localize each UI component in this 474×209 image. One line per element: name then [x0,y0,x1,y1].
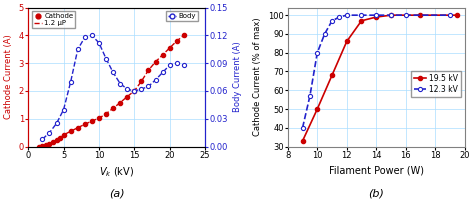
19.5 kV [359,20,365,22]
Y-axis label: Body Current (A): Body Current (A) [233,42,242,112]
Text: (b): (b) [368,188,384,198]
12.3 kV [337,16,342,18]
Legend: Body: Body [166,11,198,21]
Y-axis label: Cathode Current (% of max): Cathode Current (% of max) [254,18,262,136]
12.3 kV [447,14,453,17]
12.3 kV [344,14,350,17]
19.5 kV [418,14,423,17]
Text: (a): (a) [109,188,125,198]
12.3 kV [307,95,313,97]
19.5 kV [374,16,379,18]
12.3 kV [403,14,409,17]
12.3 kV [329,20,335,22]
12.3 kV [300,126,305,129]
19.5 kV [314,108,320,110]
Line: 12.3 kV: 12.3 kV [301,13,452,130]
19.5 kV [455,14,460,17]
12.3 kV [359,14,365,17]
Y-axis label: Cathode Current (A): Cathode Current (A) [4,35,13,120]
19.5 kV [300,140,305,142]
X-axis label: $V_k$ (kV): $V_k$ (kV) [99,165,134,179]
12.3 kV [322,33,328,35]
12.3 kV [388,14,394,17]
Line: 19.5 kV: 19.5 kV [301,13,459,143]
X-axis label: Filament Power (W): Filament Power (W) [328,165,424,175]
19.5 kV [329,74,335,76]
12.3 kV [314,51,320,54]
19.5 kV [388,14,394,17]
19.5 kV [344,40,350,43]
12.3 kV [374,14,379,17]
Legend: 19.5 kV, 12.3 kV: 19.5 kV, 12.3 kV [411,71,461,97]
